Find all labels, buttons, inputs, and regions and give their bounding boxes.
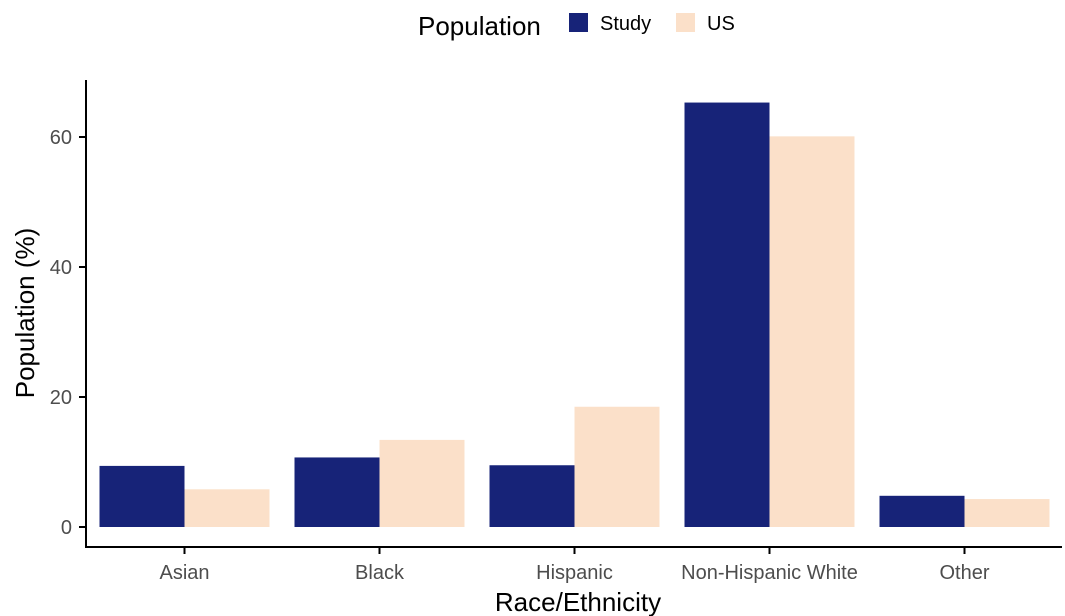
y-ticks: 0 20 40 60	[50, 127, 86, 539]
y-tick-label: 40	[50, 257, 72, 279]
x-tick-label: Hispanic	[536, 562, 613, 584]
x-ticks: Asian Black Hispanic Non-Hispanic White Othe…	[159, 547, 990, 584]
bar-study-black	[294, 457, 380, 527]
x-tick-label: Non-Hispanic White	[681, 562, 858, 584]
legend: Population Study US	[418, 11, 735, 41]
legend-title: Population	[418, 11, 541, 41]
bar-study-non-hispanic-white	[684, 102, 770, 528]
bar-us-black	[379, 439, 465, 527]
bar-study-hispanic	[489, 465, 575, 527]
x-tick-label: Other	[939, 562, 989, 584]
y-tick-label: 0	[61, 517, 72, 539]
y-axis-title: Population (%)	[10, 228, 40, 399]
legend-label-study: Study	[600, 13, 651, 35]
legend-label-us: US	[707, 13, 735, 35]
bar-study-other	[879, 495, 965, 527]
bar-us-hispanic	[574, 406, 660, 527]
bar-us-other	[964, 499, 1050, 527]
bars	[99, 102, 1050, 528]
x-tick-label: Black	[355, 562, 405, 584]
bar-us-non-hispanic-white	[769, 136, 855, 527]
x-axis-title: Race/Ethnicity	[495, 587, 661, 616]
bar-study-asian	[99, 465, 185, 527]
y-tick-label: 60	[50, 127, 72, 149]
y-tick-label: 20	[50, 387, 72, 409]
legend-swatch-study	[569, 13, 588, 32]
bar-us-asian	[184, 489, 270, 527]
x-tick-label: Asian	[159, 562, 209, 584]
legend-swatch-us	[676, 13, 695, 32]
